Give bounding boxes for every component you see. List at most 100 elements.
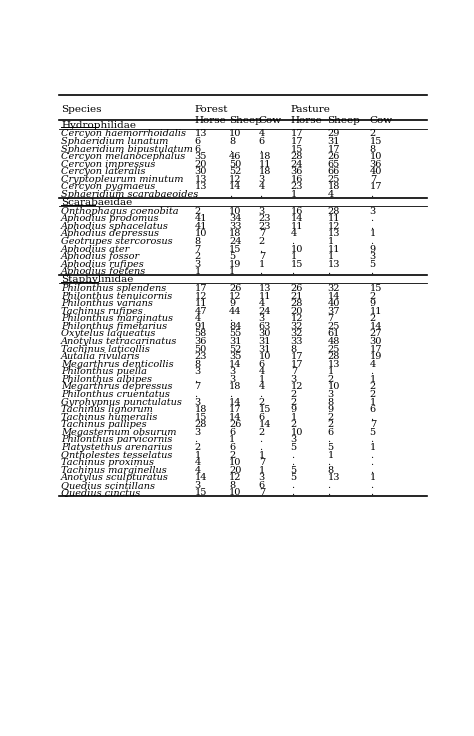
Text: 15: 15 — [370, 284, 382, 293]
Text: 15: 15 — [229, 244, 241, 254]
Text: Quedius scintillans: Quedius scintillans — [61, 481, 155, 489]
Text: .: . — [370, 222, 373, 231]
Text: 3: 3 — [291, 436, 297, 445]
Text: 28: 28 — [328, 207, 340, 216]
Text: 10: 10 — [229, 489, 241, 498]
Text: 20: 20 — [291, 307, 303, 316]
Text: .: . — [194, 375, 198, 384]
Text: 50: 50 — [229, 160, 241, 169]
Text: .: . — [328, 489, 330, 498]
Text: 3: 3 — [229, 375, 235, 384]
Text: 32: 32 — [291, 322, 303, 331]
Text: 17: 17 — [194, 284, 207, 293]
Text: 17: 17 — [328, 144, 340, 154]
Text: 1: 1 — [229, 436, 235, 445]
Text: 55: 55 — [229, 330, 241, 339]
Text: 5: 5 — [328, 443, 334, 452]
Text: 1: 1 — [259, 260, 265, 269]
Text: .: . — [229, 314, 232, 323]
Text: 46: 46 — [229, 152, 241, 161]
Text: Tachinus marginellus: Tachinus marginellus — [61, 466, 167, 475]
Text: 4: 4 — [194, 466, 201, 475]
Text: 16: 16 — [291, 175, 303, 184]
Text: 10: 10 — [370, 152, 382, 161]
Text: 2: 2 — [370, 314, 376, 323]
Text: 12: 12 — [229, 473, 241, 482]
Text: 8: 8 — [194, 360, 201, 369]
Text: 4: 4 — [194, 458, 201, 467]
Text: .: . — [291, 267, 294, 276]
Text: 19: 19 — [229, 260, 241, 269]
Text: 7: 7 — [259, 230, 265, 238]
Text: 26: 26 — [229, 284, 241, 293]
Text: .: . — [229, 144, 232, 154]
Text: Sphaeridium scarabaeoides: Sphaeridium scarabaeoides — [61, 190, 198, 199]
Text: 7: 7 — [259, 489, 265, 498]
Text: 4: 4 — [194, 314, 201, 323]
Text: Aphodius fossor: Aphodius fossor — [61, 252, 140, 261]
Text: 7: 7 — [370, 175, 376, 184]
Text: .: . — [259, 390, 262, 399]
Text: 3: 3 — [194, 481, 201, 489]
Text: 3: 3 — [194, 260, 201, 269]
Text: Cercyon melanocephalus: Cercyon melanocephalus — [61, 152, 185, 161]
Text: 1: 1 — [328, 367, 334, 376]
Text: 2: 2 — [291, 390, 297, 399]
Text: Forest: Forest — [194, 105, 228, 114]
Text: 36: 36 — [291, 167, 303, 177]
Text: 10: 10 — [259, 353, 271, 361]
Text: 7: 7 — [370, 420, 376, 429]
Text: 11: 11 — [328, 214, 340, 223]
Text: 6: 6 — [370, 405, 376, 414]
Text: 6: 6 — [259, 137, 265, 146]
Text: 2: 2 — [291, 397, 297, 406]
Text: Megarthrus depressus: Megarthrus depressus — [61, 383, 173, 392]
Text: Autalia rivularis: Autalia rivularis — [61, 353, 141, 361]
Text: 28: 28 — [291, 300, 303, 308]
Text: Tachinus laticollis: Tachinus laticollis — [61, 344, 150, 353]
Text: 1: 1 — [259, 450, 265, 459]
Text: 25: 25 — [328, 322, 340, 331]
Text: 23: 23 — [259, 222, 271, 231]
Text: 7: 7 — [259, 458, 265, 467]
Text: 27: 27 — [370, 330, 382, 339]
Text: 30: 30 — [194, 167, 207, 177]
Text: 18: 18 — [259, 167, 271, 177]
Text: 7: 7 — [328, 314, 334, 323]
Text: 2: 2 — [259, 428, 265, 437]
Text: 2: 2 — [328, 413, 334, 422]
Text: Geotrupes stercorosus: Geotrupes stercorosus — [61, 237, 173, 246]
Text: 31: 31 — [259, 344, 271, 353]
Text: 3: 3 — [194, 428, 201, 437]
Text: .: . — [370, 436, 373, 445]
Text: .: . — [259, 244, 262, 254]
Text: 8: 8 — [370, 144, 376, 154]
Text: Horse: Horse — [194, 116, 226, 124]
Text: 4: 4 — [370, 360, 376, 369]
Text: .: . — [370, 367, 373, 376]
Text: 52: 52 — [229, 167, 241, 177]
Text: 66: 66 — [328, 167, 340, 177]
Text: 6: 6 — [194, 137, 201, 146]
Text: Philonthus albipes: Philonthus albipes — [61, 375, 152, 384]
Text: 26: 26 — [291, 284, 303, 293]
Text: 5: 5 — [370, 428, 376, 437]
Text: 14: 14 — [229, 360, 241, 369]
Text: 7: 7 — [194, 383, 201, 392]
Text: 3: 3 — [259, 314, 265, 323]
Text: 28: 28 — [291, 152, 303, 161]
Text: 2: 2 — [328, 375, 334, 384]
Text: 8: 8 — [328, 397, 334, 406]
Text: 10: 10 — [328, 383, 340, 392]
Text: 14: 14 — [328, 291, 340, 300]
Text: 3: 3 — [328, 390, 334, 399]
Text: 15: 15 — [259, 405, 271, 414]
Text: .: . — [370, 214, 373, 223]
Text: .: . — [370, 267, 373, 276]
Text: 1: 1 — [328, 252, 334, 261]
Text: 1: 1 — [328, 237, 334, 246]
Text: 1: 1 — [370, 473, 376, 482]
Text: 36: 36 — [370, 160, 382, 169]
Text: 2: 2 — [229, 450, 235, 459]
Text: 20: 20 — [229, 466, 241, 475]
